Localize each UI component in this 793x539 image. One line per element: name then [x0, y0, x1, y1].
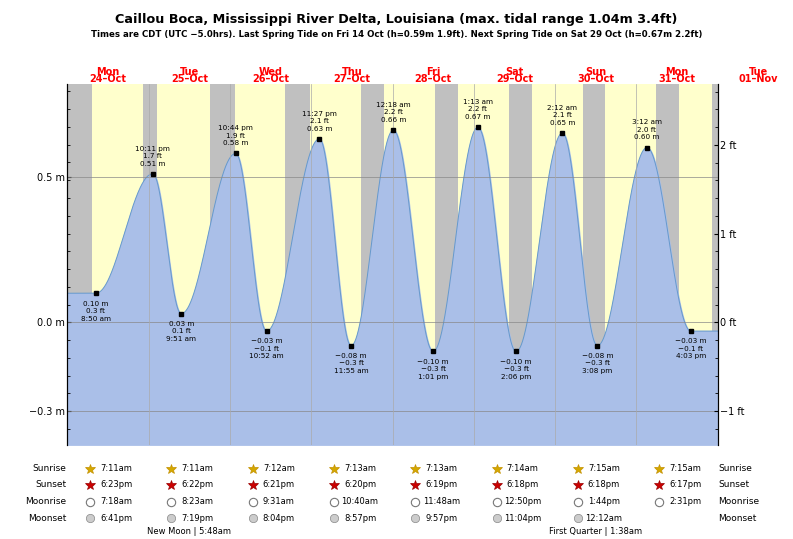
Text: 7:19pm: 7:19pm [182, 514, 213, 523]
Text: Fri: Fri [426, 67, 440, 77]
Bar [235, 84, 285, 445]
Text: 6:18pm: 6:18pm [588, 480, 620, 489]
Text: Wed: Wed [259, 67, 282, 77]
Text: 7:13am: 7:13am [425, 464, 458, 473]
Bar [157, 84, 210, 445]
Text: 12:12am: 12:12am [585, 514, 623, 523]
Text: Caillou Boca, Mississippi River Delta, Louisiana (max. tidal range 1.04m 3.4ft): Caillou Boca, Mississippi River Delta, L… [115, 13, 678, 26]
Bar [606, 84, 656, 445]
Text: 0.03 m
0.1 ft
9:51 am: 0.03 m 0.1 ft 9:51 am [167, 321, 196, 342]
Bar [712, 84, 718, 445]
Bar [361, 84, 384, 445]
Text: 2:31pm: 2:31pm [669, 497, 701, 506]
Text: Sun: Sun [585, 67, 607, 77]
Text: Moonrise: Moonrise [25, 497, 67, 506]
Text: Moonset: Moonset [29, 514, 67, 523]
Text: 7:14am: 7:14am [507, 464, 538, 473]
Bar [656, 84, 679, 445]
Text: 1:44pm: 1:44pm [588, 497, 620, 506]
Text: 8:57pm: 8:57pm [344, 514, 376, 523]
Text: 6:22pm: 6:22pm [182, 480, 213, 489]
Bar [435, 84, 458, 445]
Text: 11:48am: 11:48am [423, 497, 460, 506]
Bar [285, 84, 309, 445]
Text: 11:27 pm
2.1 ft
0.63 m: 11:27 pm 2.1 ft 0.63 m [302, 110, 337, 132]
Text: Sunrise: Sunrise [718, 464, 753, 473]
Text: 1:13 am
2.2 ft
0.67 m: 1:13 am 2.2 ft 0.67 m [463, 99, 493, 120]
Text: −0.03 m
−0.1 ft
4:03 pm: −0.03 m −0.1 ft 4:03 pm [675, 338, 707, 360]
Text: Moonset: Moonset [718, 514, 757, 523]
Bar [92, 84, 143, 445]
Text: 25–Oct: 25–Oct [170, 73, 208, 84]
Text: Sunset: Sunset [718, 480, 749, 489]
Text: −0.08 m
−0.3 ft
3:08 pm: −0.08 m −0.3 ft 3:08 pm [581, 353, 613, 374]
Text: 6:23pm: 6:23pm [100, 480, 132, 489]
Text: 3:12 am
2.0 ft
0.60 m: 3:12 am 2.0 ft 0.60 m [632, 119, 662, 140]
Text: 7:15am: 7:15am [588, 464, 620, 473]
Text: Moonrise: Moonrise [718, 497, 760, 506]
Text: 7:12am: 7:12am [262, 464, 295, 473]
Text: 29–Oct: 29–Oct [496, 73, 533, 84]
Text: 6:41pm: 6:41pm [100, 514, 132, 523]
Text: −0.10 m
−0.3 ft
2:06 pm: −0.10 m −0.3 ft 2:06 pm [500, 359, 532, 380]
Text: Mon: Mon [665, 67, 688, 77]
Text: 2:12 am
2.1 ft
0.65 m: 2:12 am 2.1 ft 0.65 m [547, 105, 577, 126]
Text: 28–Oct: 28–Oct [415, 73, 452, 84]
Text: −0.03 m
−0.1 ft
10:52 am: −0.03 m −0.1 ft 10:52 am [249, 338, 284, 360]
Text: 8:04pm: 8:04pm [262, 514, 295, 523]
Text: Sunrise: Sunrise [33, 464, 67, 473]
Bar [458, 84, 509, 445]
Text: 6:17pm: 6:17pm [669, 480, 701, 489]
Bar [679, 84, 712, 445]
Text: Tue: Tue [749, 67, 768, 77]
Text: Thu: Thu [342, 67, 362, 77]
Text: 10:11 pm
1.7 ft
0.51 m: 10:11 pm 1.7 ft 0.51 m [136, 146, 170, 167]
Text: 31–Oct: 31–Oct [658, 73, 695, 84]
Text: 6:21pm: 6:21pm [262, 480, 295, 489]
Text: 12:18 am
2.2 ft
0.66 m: 12:18 am 2.2 ft 0.66 m [376, 102, 411, 123]
Bar [583, 84, 606, 445]
Text: 7:11am: 7:11am [100, 464, 132, 473]
Text: 7:13am: 7:13am [344, 464, 376, 473]
Text: 12:50pm: 12:50pm [504, 497, 541, 506]
Text: First Quarter | 1:38am: First Quarter | 1:38am [550, 527, 642, 536]
Text: Sat: Sat [505, 67, 523, 77]
Text: 10:40am: 10:40am [342, 497, 378, 506]
Bar [309, 84, 361, 445]
Bar [143, 84, 157, 445]
Text: −0.08 m
−0.3 ft
11:55 am: −0.08 m −0.3 ft 11:55 am [334, 353, 369, 374]
Text: −0.10 m
−0.3 ft
1:01 pm: −0.10 m −0.3 ft 1:01 pm [417, 359, 449, 380]
Text: 7:15am: 7:15am [669, 464, 701, 473]
Text: 0.10 m
0.3 ft
8:50 am: 0.10 m 0.3 ft 8:50 am [81, 301, 111, 322]
Text: New Moon | 5:48am: New Moon | 5:48am [147, 527, 232, 536]
Text: 11:04pm: 11:04pm [504, 514, 541, 523]
Text: 26–Oct: 26–Oct [252, 73, 289, 84]
Text: 8:23am: 8:23am [182, 497, 213, 506]
Bar [384, 84, 435, 445]
Text: Tue: Tue [180, 67, 199, 77]
Text: 6:19pm: 6:19pm [425, 480, 458, 489]
Text: Mon: Mon [97, 67, 120, 77]
Text: 01–Nov: 01–Nov [738, 73, 778, 84]
Text: 9:57pm: 9:57pm [425, 514, 458, 523]
Bar [67, 84, 92, 445]
Text: 6:20pm: 6:20pm [344, 480, 376, 489]
Text: 9:31am: 9:31am [262, 497, 295, 506]
Text: 10:44 pm
1.9 ft
0.58 m: 10:44 pm 1.9 ft 0.58 m [218, 125, 253, 146]
Bar [509, 84, 531, 445]
Text: 6:18pm: 6:18pm [507, 480, 538, 489]
Text: 7:11am: 7:11am [182, 464, 213, 473]
Text: Times are CDT (UTC −5.0hrs). Last Spring Tide on Fri 14 Oct (h=0.59m 1.9ft). Nex: Times are CDT (UTC −5.0hrs). Last Spring… [91, 30, 702, 39]
Text: 24–Oct: 24–Oct [90, 73, 127, 84]
Text: 7:18am: 7:18am [100, 497, 132, 506]
Text: Sunset: Sunset [36, 480, 67, 489]
Text: 30–Oct: 30–Oct [577, 73, 615, 84]
Bar [531, 84, 583, 445]
Bar [210, 84, 235, 445]
Text: 27–Oct: 27–Oct [333, 73, 370, 84]
